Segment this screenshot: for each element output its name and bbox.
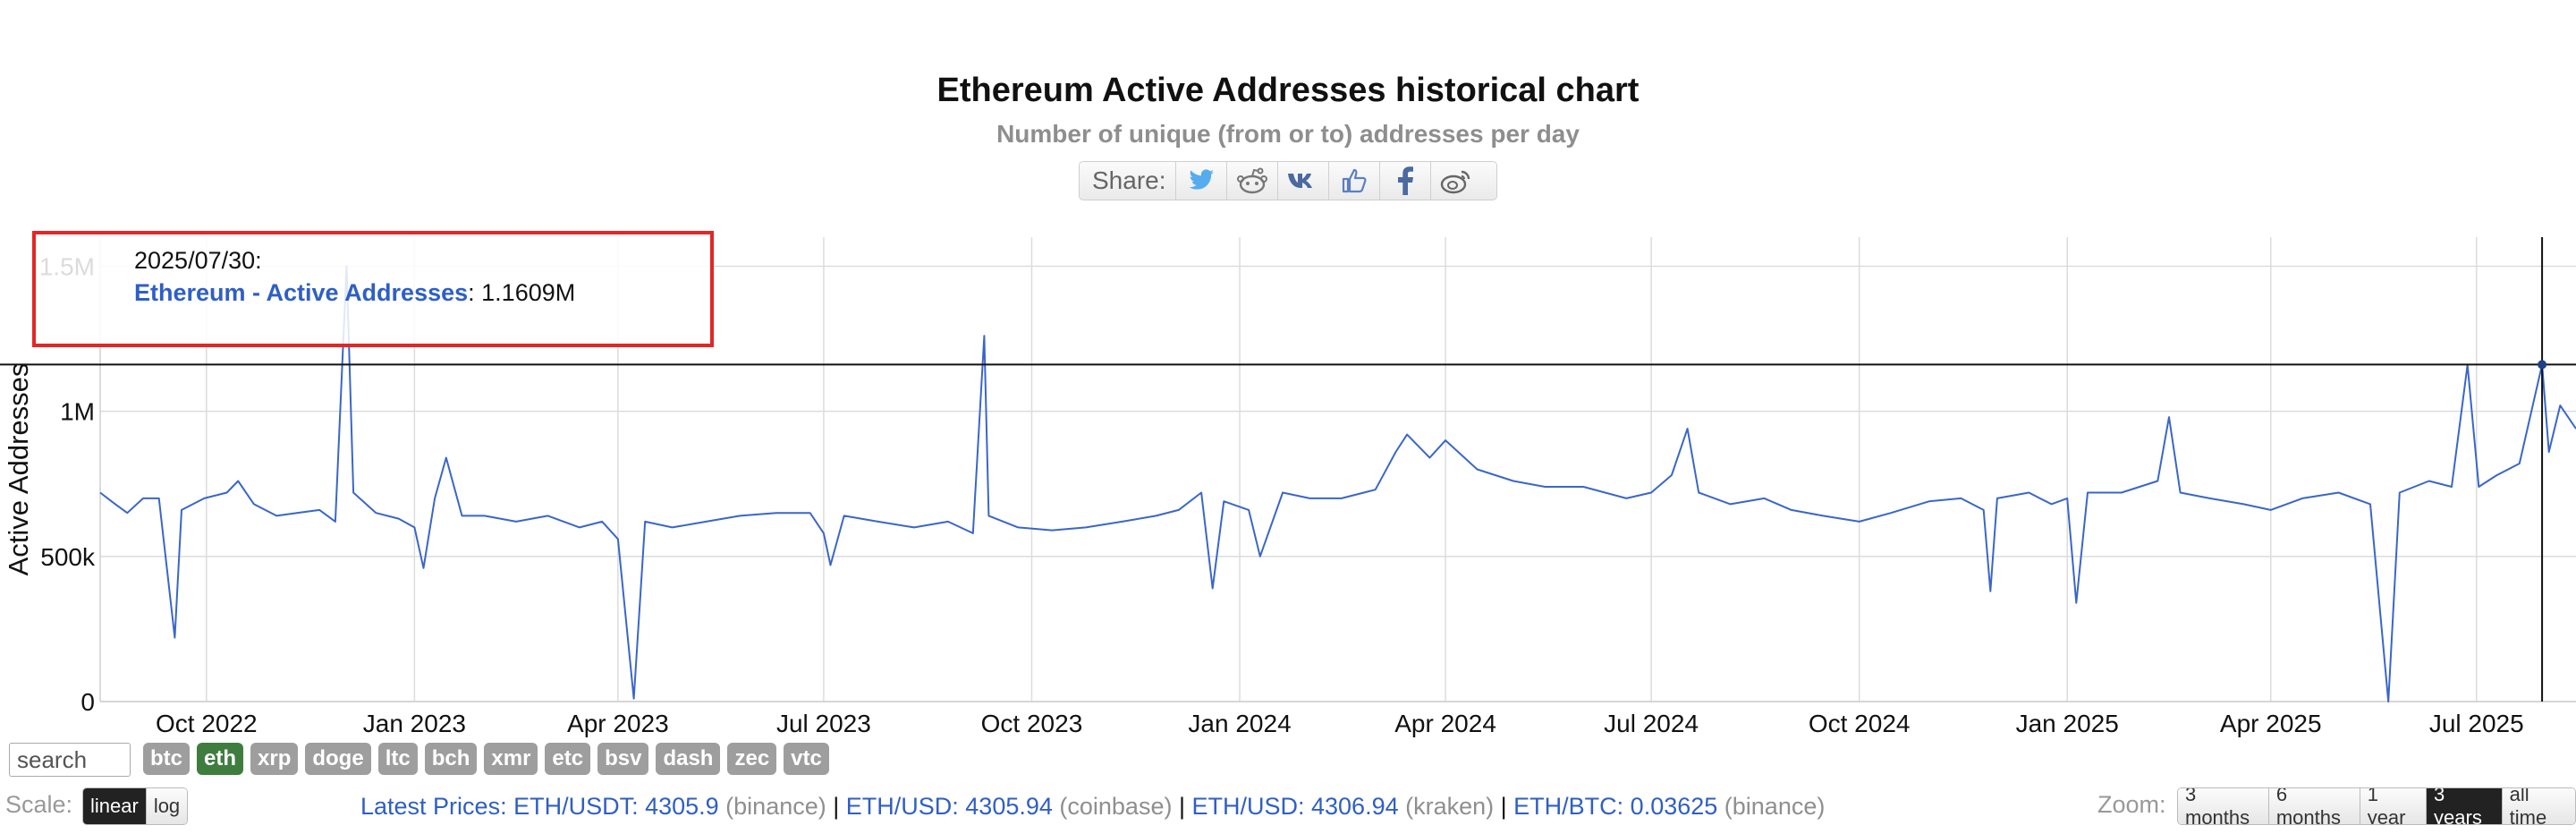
share-bar: Share: xyxy=(1079,161,1497,200)
series-line-active-addresses xyxy=(99,265,2576,702)
price-separator: | xyxy=(826,793,846,820)
chart-subtitle: Number of unique (from or to) addresses … xyxy=(996,120,1580,148)
coin-button-dash[interactable]: dash xyxy=(656,743,721,775)
price-link[interactable]: ETH/USDT: 4305.9 xyxy=(513,793,719,820)
price-source: (kraken) xyxy=(1398,793,1495,820)
y-tick-label: 500k xyxy=(40,543,96,571)
twitter-icon xyxy=(1189,169,1214,190)
coin-button-vtc[interactable]: vtc xyxy=(784,743,829,775)
tooltip: 2025/07/30: Ethereum - Active Addresses:… xyxy=(32,231,714,347)
coin-button-bsv[interactable]: bsv xyxy=(597,743,649,775)
like-share-button[interactable] xyxy=(1329,162,1380,200)
crosshair-point xyxy=(2538,360,2547,370)
x-tick-label: Jan 2023 xyxy=(363,710,466,737)
price-link[interactable]: ETH/USD: 4306.94 xyxy=(1191,793,1399,820)
search-input[interactable] xyxy=(9,743,131,777)
zoom-option-1-year[interactable]: 1 year xyxy=(2360,788,2428,824)
price-source: (coinbase) xyxy=(1052,793,1173,820)
coin-button-zec[interactable]: zec xyxy=(727,743,777,775)
tooltip-date: 2025/07/30: xyxy=(134,247,262,274)
zoom-option-3-months[interactable]: 3 months xyxy=(2178,788,2269,824)
y-tick-label: 1M xyxy=(60,398,95,426)
x-tick-label: Jul 2024 xyxy=(1604,710,1699,737)
x-tick-label: Oct 2023 xyxy=(981,710,1083,737)
like-icon xyxy=(1342,168,1366,193)
reddit-icon xyxy=(1236,167,1267,194)
coin-button-doge[interactable]: doge xyxy=(305,743,371,775)
prices-intro: Latest Prices: xyxy=(360,793,514,820)
price-link[interactable]: ETH/BTC: 0.03625 xyxy=(1513,793,1718,820)
vk-icon xyxy=(1287,174,1312,188)
x-tick-label: Jan 2025 xyxy=(2016,710,2119,737)
x-tick-label: Apr 2024 xyxy=(1394,710,1496,737)
twitter-share-button[interactable] xyxy=(1176,162,1227,200)
share-label: Share: xyxy=(1080,162,1176,200)
price-source: (binance) xyxy=(718,793,826,820)
scale-option-linear[interactable]: linear xyxy=(83,788,147,824)
reddit-share-button[interactable] xyxy=(1227,162,1278,200)
x-tick-label: Jan 2024 xyxy=(1188,710,1291,737)
x-tick-label: Jul 2023 xyxy=(776,710,871,737)
y-tick-label: 0 xyxy=(80,688,95,716)
zoom-option-all-time[interactable]: all time xyxy=(2502,788,2575,824)
weibo-share-button[interactable] xyxy=(1431,162,1481,200)
coin-button-btc[interactable]: btc xyxy=(143,743,190,775)
price-source: (binance) xyxy=(1717,793,1826,820)
zoom-label: Zoom: xyxy=(2097,791,2166,818)
tooltip-value: 1.1609M xyxy=(481,279,576,306)
x-tick-label: Oct 2022 xyxy=(156,710,258,737)
facebook-icon xyxy=(1397,166,1413,195)
facebook-share-button[interactable] xyxy=(1380,162,1431,200)
coin-button-eth[interactable]: eth xyxy=(197,743,243,775)
zoom-toggle: 3 months 6 months 1 year 3 years all time xyxy=(2177,787,2576,825)
chart-title: Ethereum Active Addresses historical cha… xyxy=(936,72,1640,109)
tooltip-value-line: Ethereum - Active Addresses: 1.1609M xyxy=(134,279,576,306)
scale-toggle: linear log xyxy=(82,787,189,825)
x-tick-label: Apr 2025 xyxy=(2220,710,2322,737)
coin-button-etc[interactable]: etc xyxy=(545,743,591,775)
scale-label: Scale: xyxy=(5,791,73,818)
weibo-icon xyxy=(1440,170,1470,194)
x-tick-label: Apr 2023 xyxy=(567,710,669,737)
zoom-option-6-months[interactable]: 6 months xyxy=(2268,788,2360,824)
vk-share-button[interactable] xyxy=(1278,162,1329,200)
y-axis-title: Active Addresses xyxy=(3,363,34,576)
coin-list: btc eth xrp doge ltc bch xmr etc bsv dash zec vtc xyxy=(143,743,829,775)
x-tick-label: Oct 2024 xyxy=(1809,710,1911,737)
price-separator: | xyxy=(1494,793,1514,820)
zoom-option-3-years[interactable]: 3 years xyxy=(2427,788,2503,824)
coin-button-xmr[interactable]: xmr xyxy=(484,743,538,775)
coin-button-xrp[interactable]: xrp xyxy=(250,743,299,775)
coin-button-ltc[interactable]: ltc xyxy=(377,743,418,775)
scale-option-log[interactable]: log xyxy=(146,788,188,824)
tooltip-series-name: Ethereum - Active Addresses xyxy=(134,279,469,306)
price-link[interactable]: ETH/USD: 4305.94 xyxy=(845,793,1053,820)
price-separator: | xyxy=(1172,793,1192,820)
x-tick-label: Jul 2025 xyxy=(2429,710,2524,737)
coin-button-bch[interactable]: bch xyxy=(424,743,478,775)
latest-prices: Latest Prices: ETH/USDT: 4305.9 (binance… xyxy=(360,793,1825,821)
